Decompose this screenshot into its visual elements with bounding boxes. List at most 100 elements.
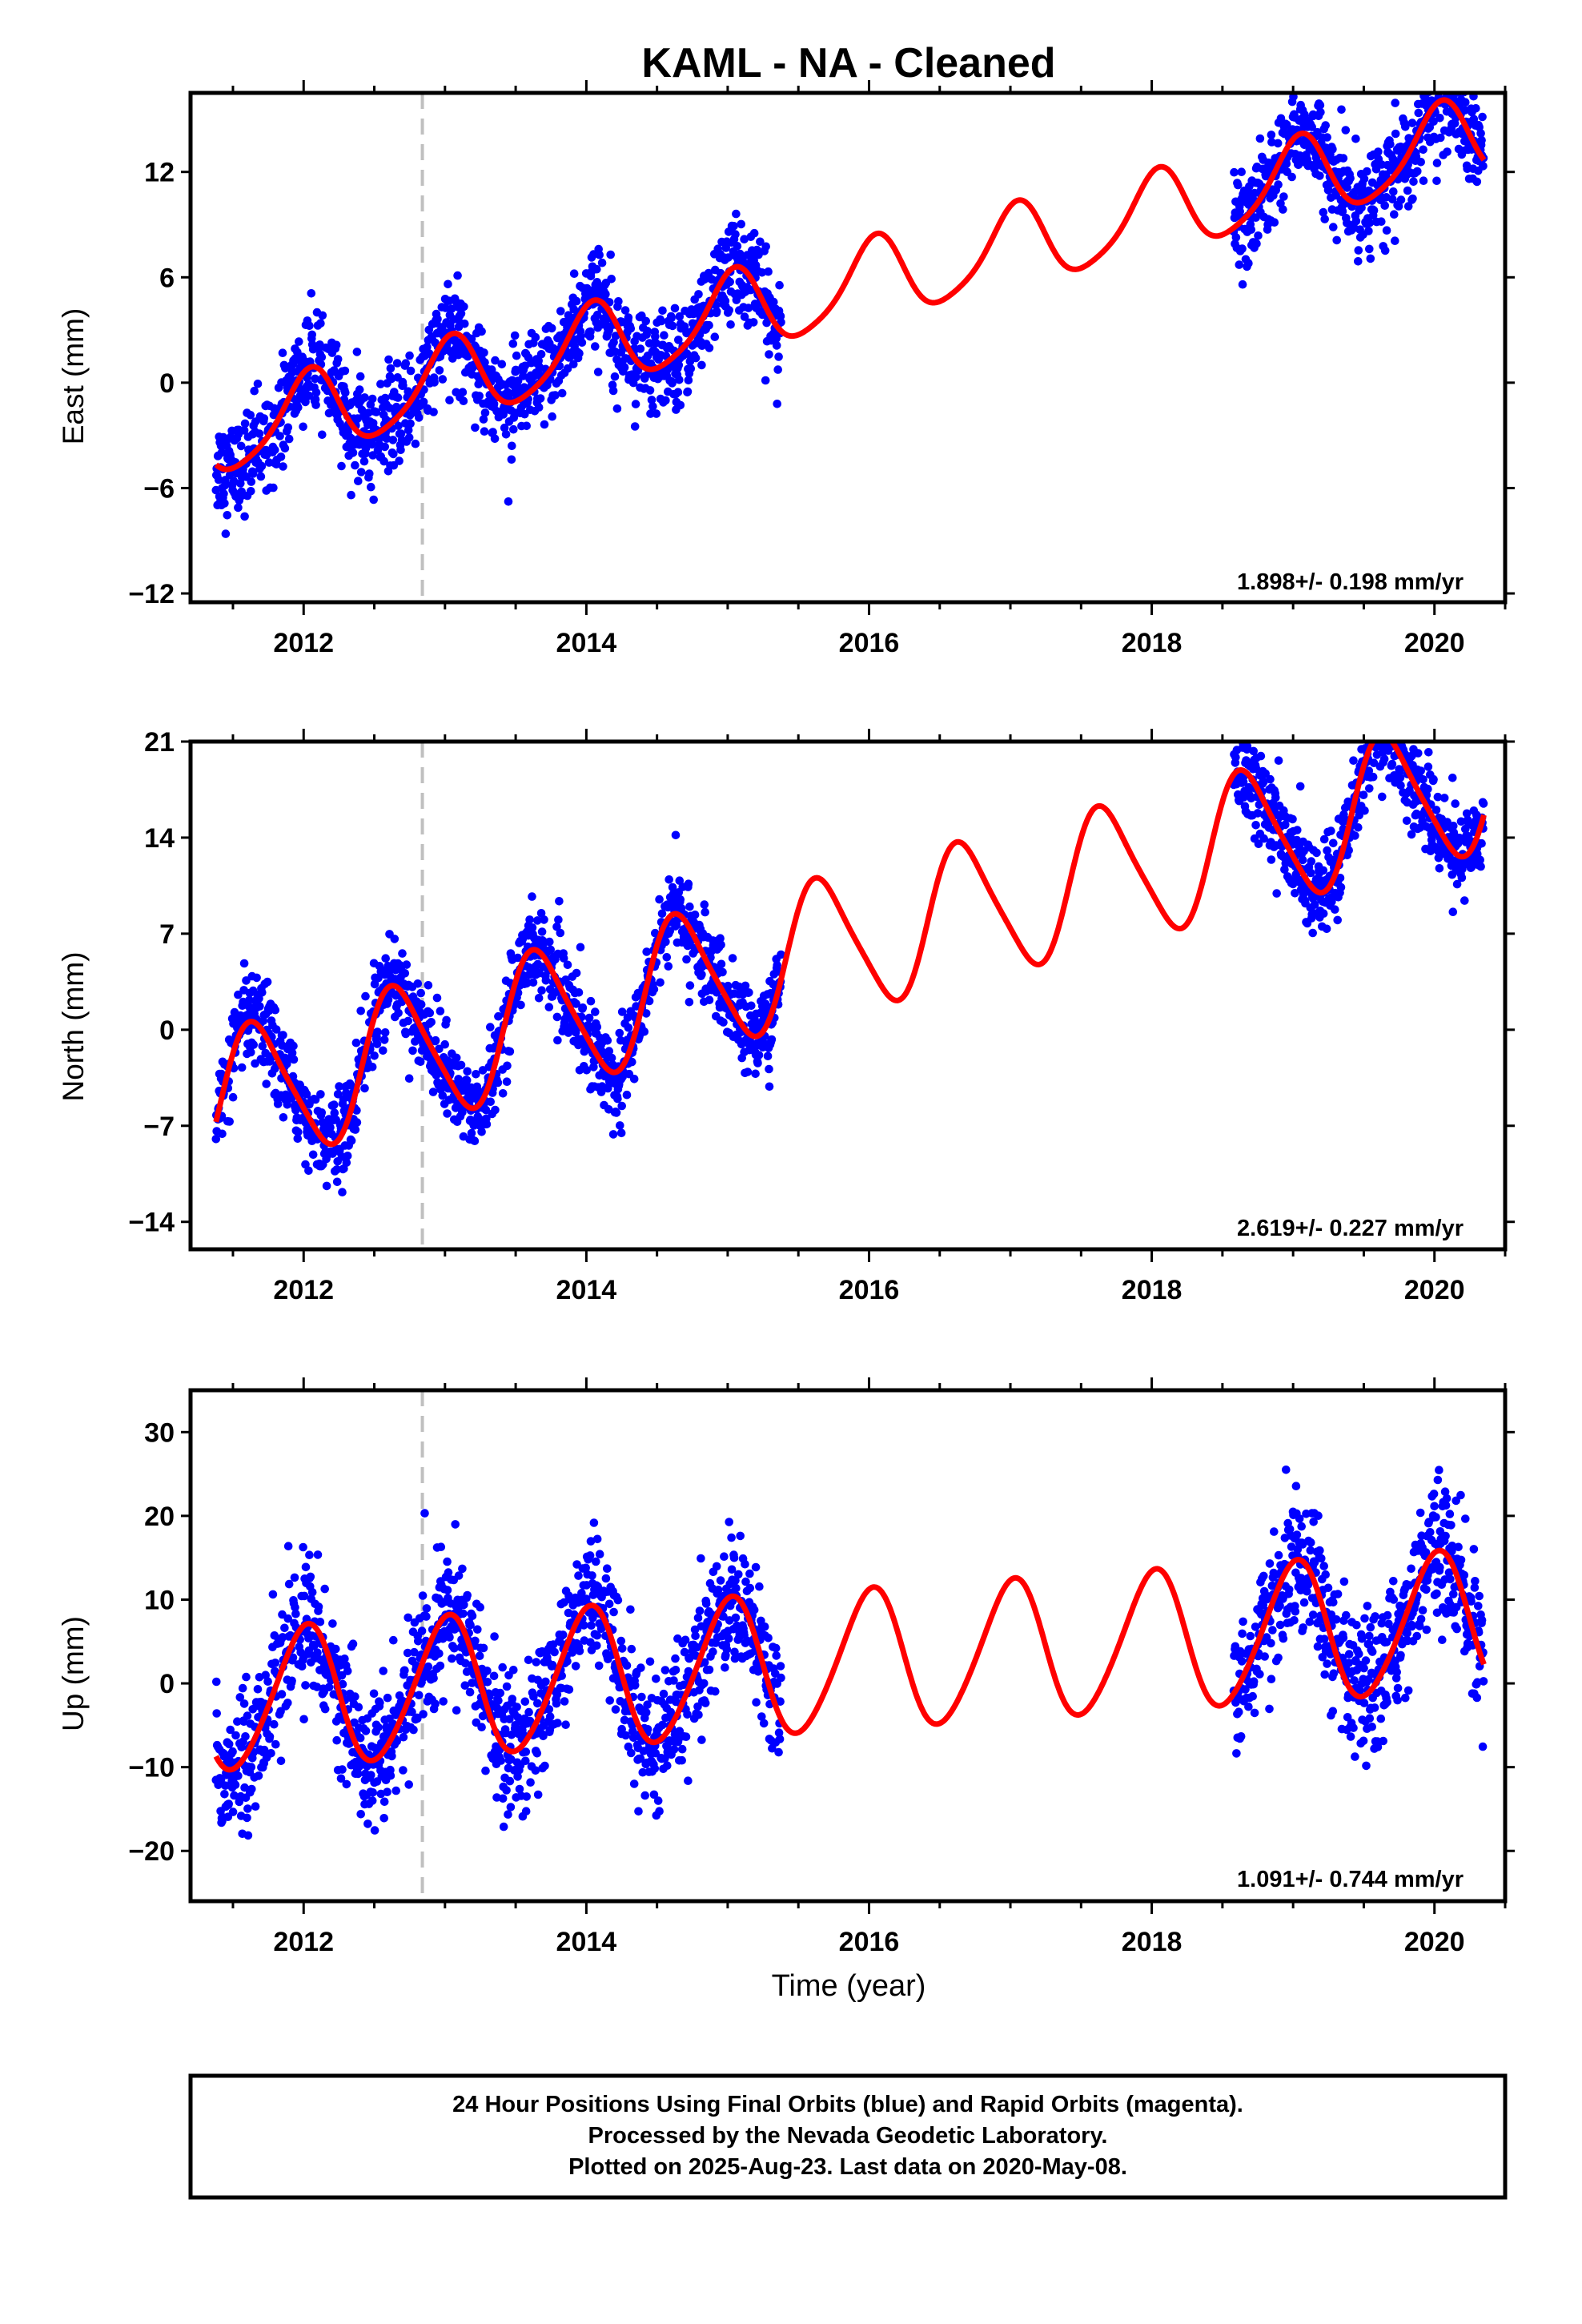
data-point	[1339, 154, 1348, 163]
data-point	[721, 243, 731, 252]
data-point	[1312, 848, 1321, 858]
data-point	[384, 355, 393, 364]
data-point	[1394, 202, 1403, 211]
data-point	[307, 1588, 317, 1597]
data-point	[452, 1706, 461, 1715]
data-point	[1390, 729, 1399, 738]
data-point	[367, 1063, 377, 1072]
data-point	[1247, 225, 1256, 235]
data-point	[416, 1000, 426, 1009]
data-point	[404, 1016, 412, 1026]
data-point	[356, 468, 366, 476]
data-point	[463, 352, 472, 361]
data-point	[624, 313, 633, 322]
data-point	[632, 372, 640, 382]
data-point	[1381, 722, 1390, 731]
east-x-tick-label: 2012	[273, 628, 334, 658]
data-point	[774, 352, 783, 361]
data-point	[532, 1658, 541, 1667]
data-point	[761, 242, 770, 251]
data-point	[247, 477, 256, 486]
data-point	[271, 1005, 280, 1015]
data-point	[682, 955, 691, 964]
data-point	[1249, 746, 1258, 756]
data-point	[1377, 716, 1386, 725]
data-point	[450, 1643, 459, 1653]
data-point	[380, 442, 390, 452]
data-point	[509, 1666, 518, 1675]
data-point	[475, 392, 484, 400]
data-point	[500, 423, 509, 432]
data-point	[641, 1708, 651, 1717]
data-point	[1407, 72, 1415, 81]
data-point	[609, 1607, 618, 1617]
data-point	[1282, 159, 1291, 168]
data-point	[1259, 834, 1268, 843]
data-point	[240, 512, 249, 521]
data-point	[398, 949, 407, 958]
data-point	[256, 472, 266, 481]
data-point	[405, 351, 414, 360]
data-point	[668, 379, 677, 388]
data-point	[528, 978, 538, 987]
data-point	[536, 350, 546, 359]
data-point	[317, 1108, 327, 1117]
data-point	[1307, 123, 1316, 131]
data-point	[1295, 782, 1305, 791]
data-point	[676, 895, 685, 904]
data-point	[1369, 758, 1379, 767]
data-point	[477, 327, 486, 336]
data-point	[578, 1003, 588, 1012]
data-point	[1456, 817, 1466, 826]
data-point	[394, 421, 403, 431]
north-x-tick-label: 2012	[273, 1275, 334, 1305]
data-point	[1377, 719, 1386, 728]
data-point	[1337, 105, 1346, 115]
data-point	[720, 1552, 729, 1561]
data-point	[655, 895, 664, 904]
data-point	[367, 1796, 377, 1805]
data-point	[435, 366, 444, 375]
data-point	[1231, 753, 1240, 762]
data-point	[326, 1123, 335, 1132]
data-point	[724, 1634, 733, 1643]
data-point	[385, 404, 394, 412]
data-point	[1460, 896, 1469, 905]
data-point	[322, 1181, 331, 1191]
east-data-points	[211, 31, 1488, 538]
data-point	[1440, 31, 1449, 40]
data-point	[591, 1007, 600, 1016]
data-point	[365, 469, 374, 478]
data-point	[1414, 749, 1423, 758]
data-point	[646, 409, 655, 418]
data-point	[239, 426, 249, 435]
data-point	[1322, 924, 1331, 934]
data-point	[605, 1696, 614, 1705]
data-point	[563, 960, 572, 970]
data-point	[594, 1661, 604, 1671]
data-point	[1435, 114, 1444, 123]
data-point	[1368, 703, 1377, 712]
data-point	[317, 352, 327, 362]
data-point	[456, 1060, 466, 1070]
data-point	[387, 1751, 396, 1761]
data-point	[1231, 730, 1239, 739]
data-point	[701, 1699, 710, 1707]
data-point	[612, 1108, 621, 1117]
data-point	[560, 1697, 569, 1706]
data-point	[655, 1807, 664, 1815]
data-point	[1378, 720, 1387, 729]
data-point	[540, 915, 548, 924]
data-point	[695, 1606, 705, 1615]
east-axis-label: East (mm)	[57, 308, 90, 445]
data-point	[1446, 70, 1455, 78]
data-point	[550, 1647, 559, 1657]
data-point	[754, 1051, 764, 1059]
data-point	[1452, 82, 1461, 90]
data-point	[569, 360, 578, 369]
data-point	[1442, 66, 1451, 75]
data-point	[1259, 778, 1268, 786]
data-point	[1433, 792, 1443, 802]
data-point	[1332, 235, 1341, 245]
data-point	[392, 1736, 402, 1746]
